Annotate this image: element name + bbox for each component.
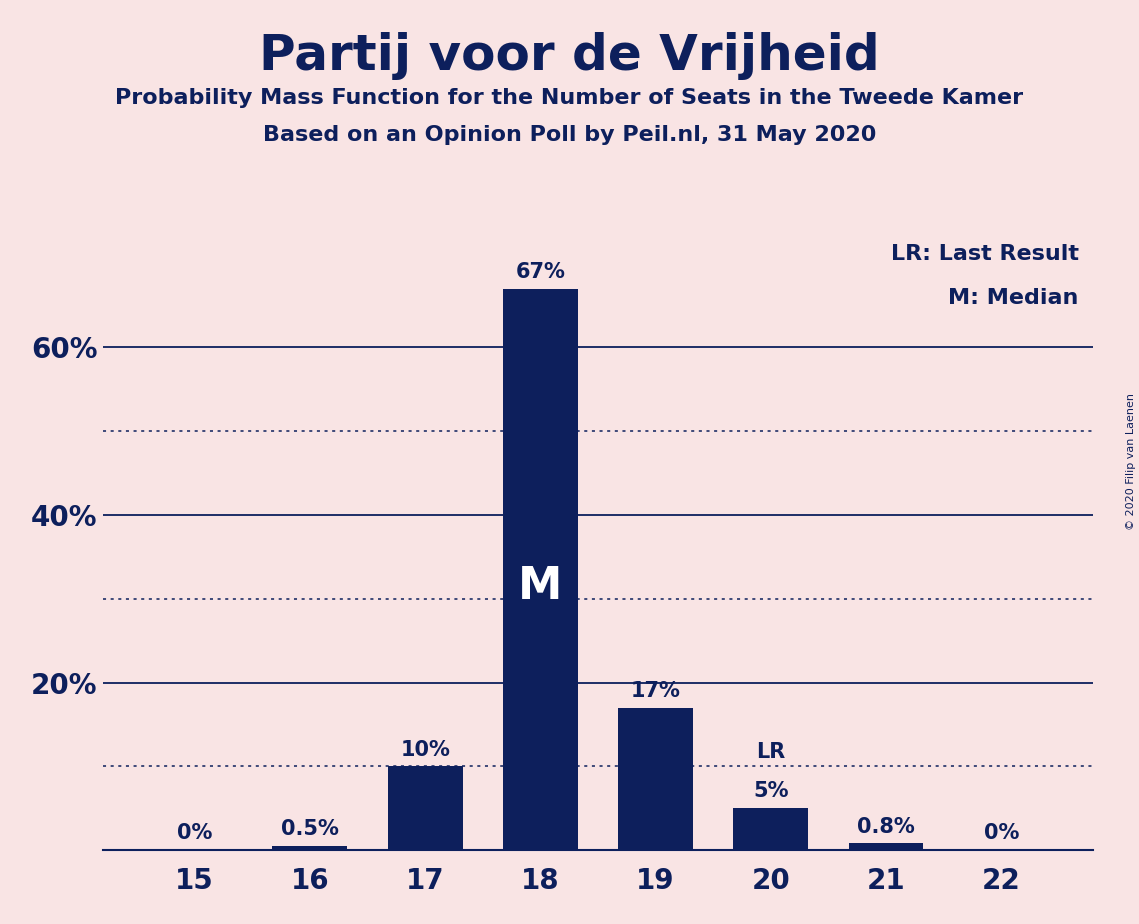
Text: 0%: 0%: [177, 823, 212, 844]
Text: 17%: 17%: [631, 681, 680, 701]
Text: 0%: 0%: [984, 823, 1019, 844]
Text: 5%: 5%: [753, 782, 788, 801]
Text: © 2020 Filip van Laenen: © 2020 Filip van Laenen: [1126, 394, 1136, 530]
Bar: [387, 766, 462, 850]
Text: Probability Mass Function for the Number of Seats in the Tweede Kamer: Probability Mass Function for the Number…: [115, 88, 1024, 108]
Bar: [503, 289, 577, 850]
Text: 0.8%: 0.8%: [858, 817, 915, 836]
Text: LR: Last Result: LR: Last Result: [891, 244, 1079, 263]
Bar: [734, 808, 809, 850]
Bar: [272, 845, 347, 850]
Text: M: M: [518, 565, 563, 608]
Text: 67%: 67%: [516, 262, 565, 282]
Text: 10%: 10%: [400, 739, 450, 760]
Text: 0.5%: 0.5%: [281, 820, 338, 839]
Text: M: Median: M: Median: [948, 287, 1079, 308]
Text: LR: LR: [756, 742, 786, 762]
Text: Partij voor de Vrijheid: Partij voor de Vrijheid: [260, 32, 879, 80]
Bar: [618, 708, 693, 850]
Text: Based on an Opinion Poll by Peil.nl, 31 May 2020: Based on an Opinion Poll by Peil.nl, 31 …: [263, 125, 876, 145]
Bar: [849, 844, 924, 850]
